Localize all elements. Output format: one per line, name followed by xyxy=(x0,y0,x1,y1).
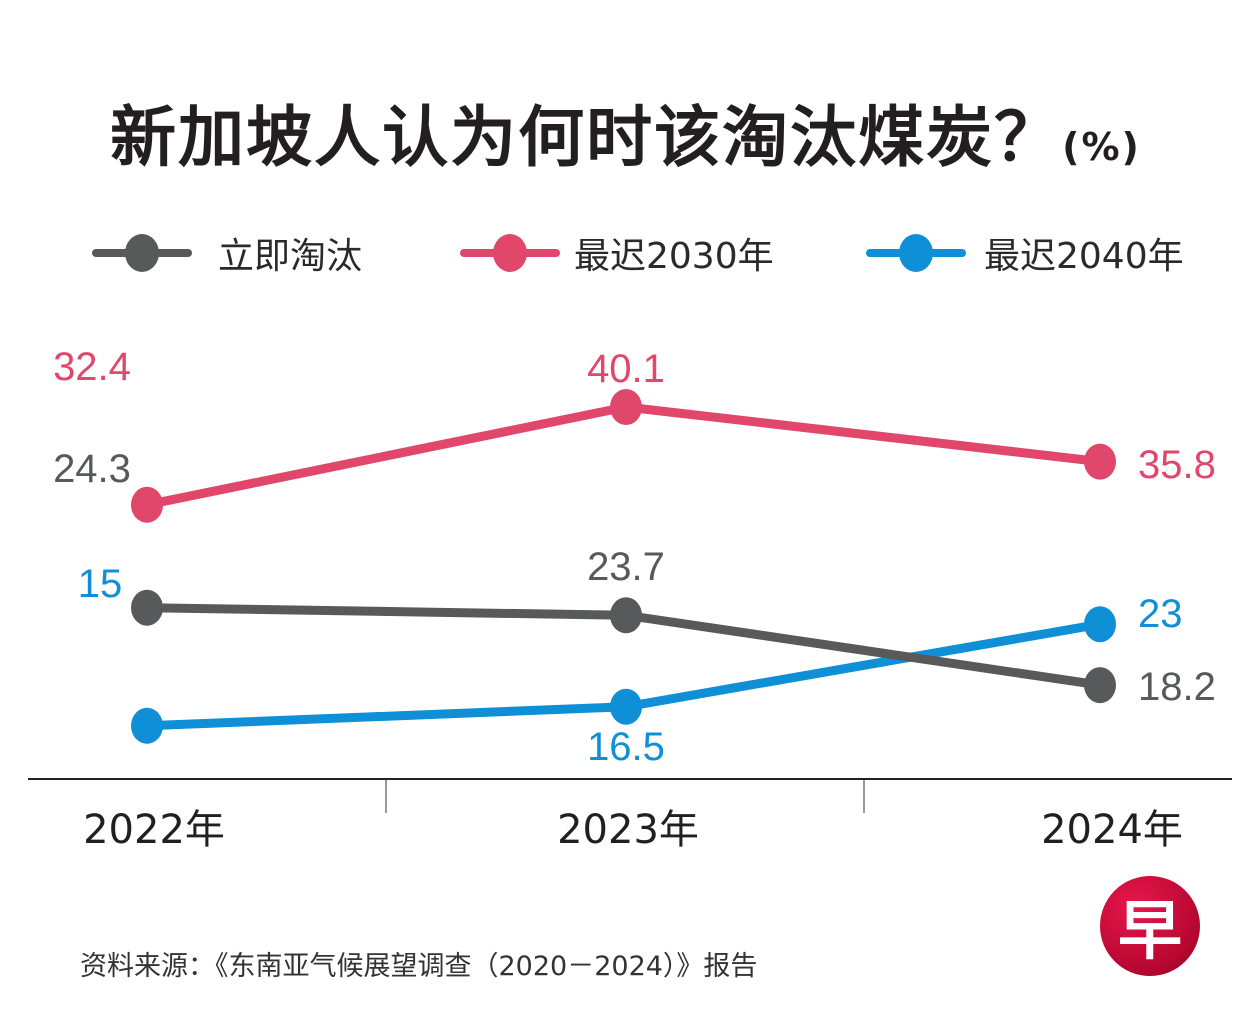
data-point xyxy=(131,589,163,626)
legend-item-2030: 最迟2030年 xyxy=(460,228,774,278)
data-label: 23 xyxy=(1138,592,1183,636)
data-label: 15 xyxy=(78,562,123,606)
data-label: 18.2 xyxy=(1138,665,1216,709)
data-point xyxy=(131,707,163,744)
chart-title-unit: (%) xyxy=(1062,125,1141,169)
zaobao-logo: 早 xyxy=(1100,876,1200,976)
chart-title: 新加坡人认为何时该淘汰煤炭？(%) xyxy=(0,84,1251,180)
data-label: 23.7 xyxy=(587,545,665,589)
legend-item-2040: 最迟2040年 xyxy=(866,228,1184,278)
legend-swatch-2030 xyxy=(460,234,560,272)
data-point xyxy=(1084,667,1116,704)
legend-label-2030: 最迟2030年 xyxy=(574,236,774,277)
x-tick-label: 2023年 xyxy=(557,807,699,853)
data-point xyxy=(1084,606,1116,643)
data-label: 35.8 xyxy=(1138,443,1216,487)
legend-label-immediate: 立即淘汰 xyxy=(218,236,363,277)
logo-glyph: 早 xyxy=(1118,894,1182,969)
data-point xyxy=(610,688,642,725)
data-label: 32.4 xyxy=(53,345,131,389)
data-point xyxy=(610,597,642,634)
legend-swatch-2040 xyxy=(866,234,966,272)
data-point xyxy=(131,486,163,523)
x-tick-label: 2022年 xyxy=(83,807,225,853)
data-point xyxy=(610,389,642,425)
legend-label-2040: 最迟2040年 xyxy=(984,236,1184,277)
source-note: 资料来源：《东南亚气候展望调查（2020－2024）》报告 xyxy=(80,951,758,982)
legend-item-immediate: 立即淘汰 xyxy=(92,228,362,278)
data-point xyxy=(1084,443,1116,480)
data-label: 16.5 xyxy=(587,725,665,769)
chart-title-main: 新加坡人认为何时该淘汰煤炭？ xyxy=(110,99,1063,176)
data-label: 40.1 xyxy=(587,347,665,391)
data-label: 24.3 xyxy=(53,447,131,491)
legend-swatch-immediate xyxy=(92,234,192,272)
x-tick-label: 2024年 xyxy=(1041,807,1183,853)
